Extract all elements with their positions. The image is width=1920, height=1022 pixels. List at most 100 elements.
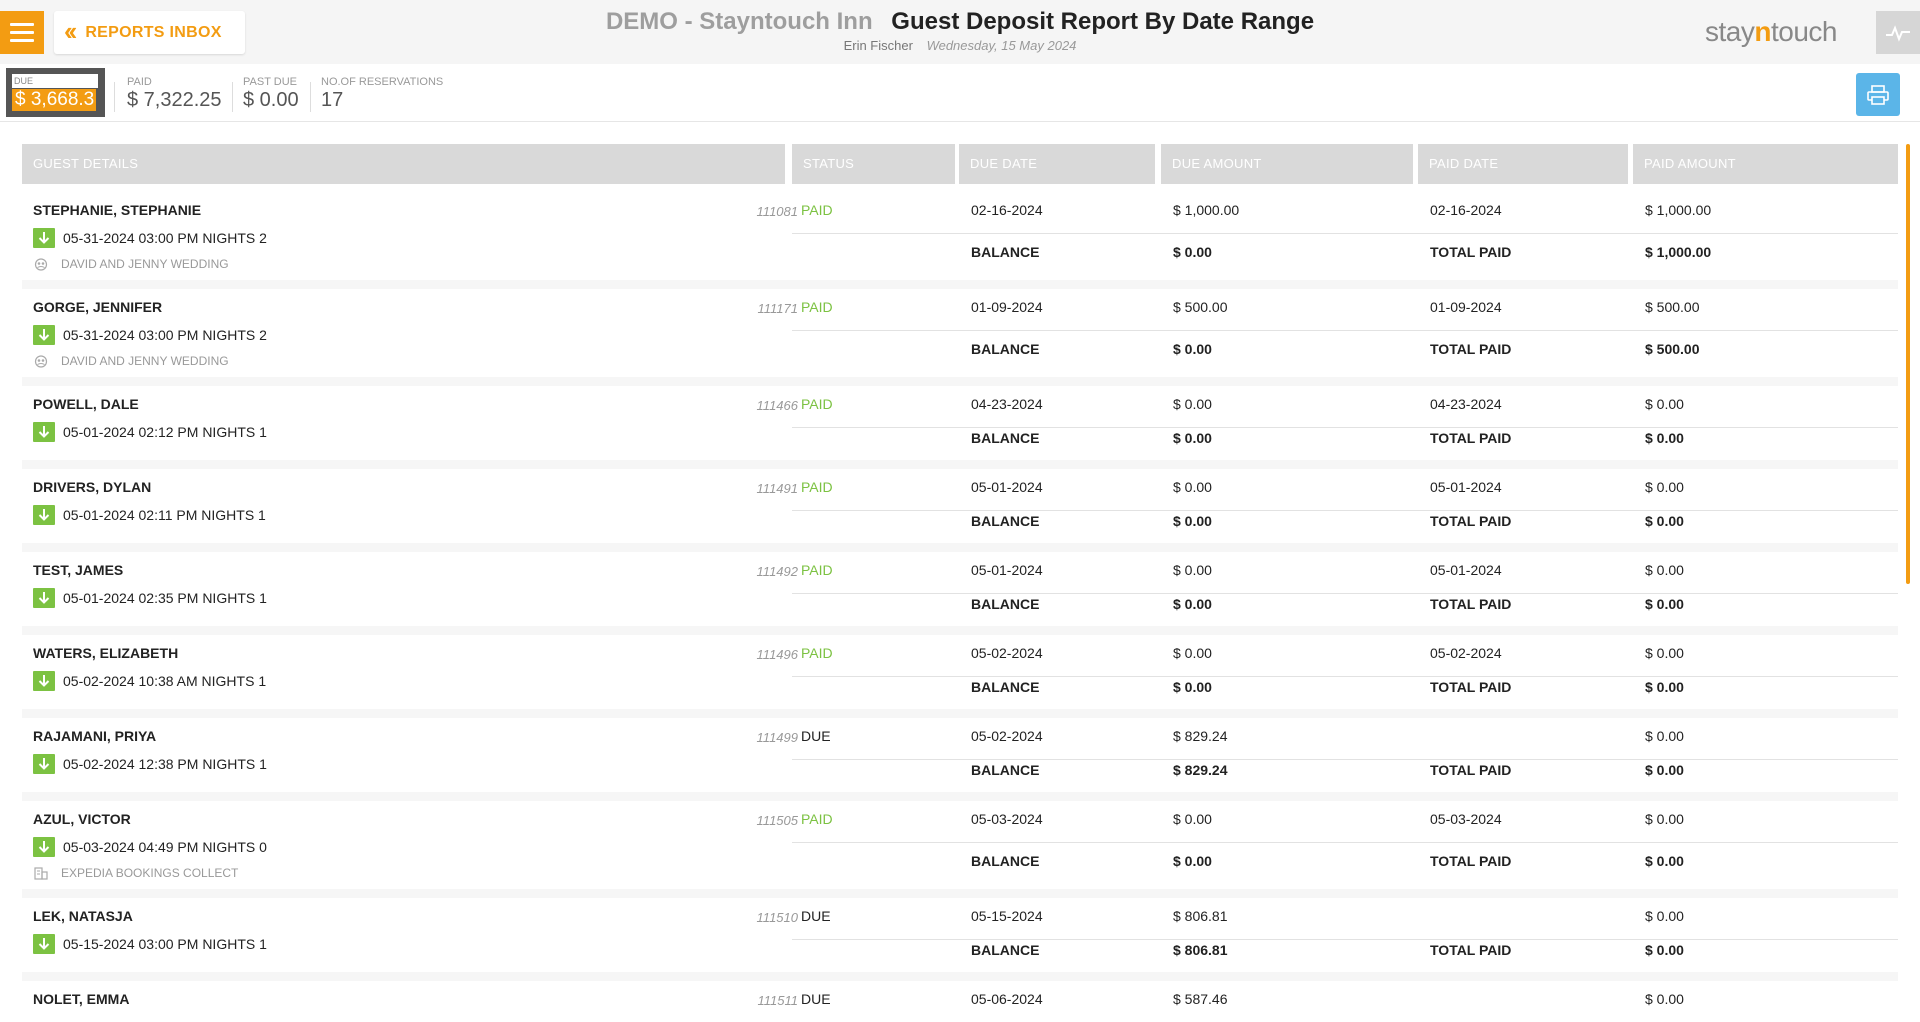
total-paid-label: TOTAL PAID bbox=[1430, 942, 1512, 958]
guest-name[interactable]: RAJAMANI, PRIYA bbox=[33, 728, 157, 744]
table-row[interactable]: AZUL, VICTOR 111505 05-03-2024 04:49 PM NI… bbox=[22, 801, 1898, 898]
paid-date: 05-03-2024 bbox=[1430, 811, 1502, 827]
guest-name[interactable]: DRIVERS, DYLAN bbox=[33, 479, 152, 495]
arrival-arrow-icon bbox=[33, 228, 55, 248]
due-summary[interactable]: DUE $ 3,668.3 bbox=[6, 68, 105, 117]
total-paid-value: $ 0.00 bbox=[1645, 762, 1684, 778]
guest-name[interactable]: TEST, JAMES bbox=[33, 562, 124, 578]
total-paid-label: TOTAL PAID bbox=[1430, 341, 1512, 357]
arrival-info: 05-02-2024 12:38 PM NIGHTS 1 bbox=[33, 754, 267, 774]
confirmation-number: 111491 bbox=[756, 481, 798, 496]
due-amount: $ 829.24 bbox=[1173, 728, 1228, 744]
reservations-value: 17 bbox=[321, 89, 344, 111]
total-paid-value: $ 0.00 bbox=[1645, 679, 1684, 695]
paid-date: 01-09-2024 bbox=[1430, 299, 1502, 315]
print-button[interactable] bbox=[1856, 73, 1900, 116]
column-header-status[interactable]: STATUS bbox=[792, 144, 955, 184]
confirmation-number: 111499 bbox=[756, 730, 798, 745]
stayntouch-logo: stayntouch bbox=[1705, 16, 1837, 47]
arrival-text: 05-03-2024 04:49 PM NIGHTS 0 bbox=[63, 839, 267, 855]
building-icon bbox=[33, 866, 49, 880]
total-paid-label: TOTAL PAID bbox=[1430, 430, 1512, 446]
total-paid-label: TOTAL PAID bbox=[1430, 596, 1512, 612]
status-badge: PAID bbox=[801, 811, 833, 827]
column-header-paid-amount[interactable]: PAID AMOUNT bbox=[1633, 144, 1898, 184]
table-row[interactable]: WATERS, ELIZABETH 111496 05-02-2024 10:38 … bbox=[22, 635, 1898, 718]
group-name: EXPEDIA BOOKINGS COLLECT bbox=[61, 866, 239, 880]
confirmation-number: 111492 bbox=[756, 564, 798, 579]
column-header-paid-date[interactable]: PAID DATE bbox=[1418, 144, 1628, 184]
confirmation-number: 111081 bbox=[756, 204, 798, 219]
arrival-info: 05-02-2024 10:38 AM NIGHTS 1 bbox=[33, 671, 266, 691]
row-divider bbox=[792, 233, 1898, 234]
table-row[interactable]: TEST, JAMES 111492 05-01-2024 02:35 PM NIG… bbox=[22, 552, 1898, 635]
table-row[interactable]: RAJAMANI, PRIYA 111499 05-02-2024 12:38 PM… bbox=[22, 718, 1898, 801]
total-paid-label: TOTAL PAID bbox=[1430, 513, 1512, 529]
guest-name[interactable]: WATERS, ELIZABETH bbox=[33, 645, 179, 661]
balance-label: BALANCE bbox=[971, 430, 1040, 446]
due-amount: $ 806.81 bbox=[1173, 908, 1228, 924]
balance-label: BALANCE bbox=[971, 341, 1040, 357]
arrival-arrow-icon bbox=[33, 934, 55, 954]
table-row[interactable]: POWELL, DALE 111466 05-01-2024 02:12 PM NI… bbox=[22, 386, 1898, 469]
due-value: $ 3,668.3 bbox=[12, 89, 96, 111]
balance-value: $ 829.24 bbox=[1173, 762, 1228, 778]
group-icon bbox=[33, 354, 49, 368]
paid-amount: $ 1,000.00 bbox=[1645, 202, 1712, 218]
group-info: EXPEDIA BOOKINGS COLLECT bbox=[33, 866, 238, 880]
guest-name[interactable]: LEK, NATASJA bbox=[33, 908, 133, 924]
paid-amount: $ 0.00 bbox=[1645, 396, 1684, 412]
menu-button[interactable] bbox=[0, 11, 44, 54]
table-row[interactable]: GORGE, JENNIFER 111171 05-31-2024 03:00 PM… bbox=[22, 289, 1898, 386]
total-paid-label: TOTAL PAID bbox=[1430, 244, 1512, 260]
arrival-info: 05-01-2024 02:35 PM NIGHTS 1 bbox=[33, 588, 267, 608]
arrival-arrow-icon bbox=[33, 754, 55, 774]
column-header-due-date[interactable]: DUE DATE bbox=[959, 144, 1155, 184]
table-row[interactable]: NOLET, EMMA 111511 DUE 05-06-2024 $ 587.46 $ … bbox=[22, 981, 1898, 1022]
arrival-text: 05-02-2024 12:38 PM NIGHTS 1 bbox=[63, 756, 267, 772]
total-paid-value: $ 500.00 bbox=[1645, 341, 1700, 357]
guest-name[interactable]: GORGE, JENNIFER bbox=[33, 299, 163, 315]
guest-name[interactable]: POWELL, DALE bbox=[33, 396, 139, 412]
column-header-due-amount[interactable]: DUE AMOUNT bbox=[1161, 144, 1413, 184]
row-divider bbox=[792, 510, 1898, 511]
balance-label: BALANCE bbox=[971, 244, 1040, 260]
total-paid-value: $ 0.00 bbox=[1645, 942, 1684, 958]
reports-inbox-button[interactable]: ‹‹ REPORTS INBOX bbox=[54, 11, 245, 54]
report-rows: STEPHANIE, STEPHANIE 111081 05-31-2024 03:… bbox=[0, 192, 1920, 1022]
activity-graph-button[interactable] bbox=[1876, 11, 1920, 54]
hotel-name: DEMO - Stayntouch Inn bbox=[605, 8, 873, 35]
column-header-guest-details[interactable]: GUEST DETAILS bbox=[22, 144, 785, 184]
group-name: DAVID AND JENNY WEDDING bbox=[61, 354, 229, 368]
divider bbox=[310, 82, 311, 112]
table-row[interactable]: DRIVERS, DYLAN 111491 05-01-2024 02:11 PM … bbox=[22, 469, 1898, 552]
arrival-text: 05-01-2024 02:11 PM NIGHTS 1 bbox=[63, 507, 266, 523]
table-row[interactable]: STEPHANIE, STEPHANIE 111081 05-31-2024 03:… bbox=[22, 192, 1898, 289]
group-info: DAVID AND JENNY WEDDING bbox=[33, 354, 229, 368]
due-label: DUE bbox=[12, 74, 98, 88]
due-date: 04-23-2024 bbox=[971, 396, 1043, 412]
guest-name[interactable]: NOLET, EMMA bbox=[33, 991, 130, 1007]
paid-amount: $ 0.00 bbox=[1645, 645, 1684, 661]
paid-amount: $ 0.00 bbox=[1645, 479, 1684, 495]
guest-name[interactable]: AZUL, VICTOR bbox=[33, 811, 131, 827]
paid-amount: $ 0.00 bbox=[1645, 811, 1684, 827]
table-row[interactable]: LEK, NATASJA 111510 05-15-2024 03:00 PM NI… bbox=[22, 898, 1898, 981]
status-badge: PAID bbox=[801, 645, 833, 661]
due-date: 01-09-2024 bbox=[971, 299, 1043, 315]
balance-value: $ 0.00 bbox=[1173, 341, 1212, 357]
balance-value: $ 0.00 bbox=[1173, 244, 1212, 260]
arrival-text: 05-31-2024 03:00 PM NIGHTS 2 bbox=[63, 230, 267, 246]
user-name: Erin Fischer bbox=[843, 38, 913, 53]
balance-label: BALANCE bbox=[971, 513, 1040, 529]
scrollbar[interactable] bbox=[1906, 144, 1910, 584]
balance-label: BALANCE bbox=[971, 853, 1040, 869]
paid-date: 05-01-2024 bbox=[1430, 562, 1502, 578]
total-paid-value: $ 0.00 bbox=[1645, 853, 1684, 869]
total-paid-label: TOTAL PAID bbox=[1430, 762, 1512, 778]
guest-name[interactable]: STEPHANIE, STEPHANIE bbox=[33, 202, 202, 218]
status-badge: DUE bbox=[801, 991, 831, 1007]
paid-value: $ 7,322.25 bbox=[127, 89, 222, 111]
status-badge: DUE bbox=[801, 728, 831, 744]
status-badge: PAID bbox=[801, 479, 833, 495]
